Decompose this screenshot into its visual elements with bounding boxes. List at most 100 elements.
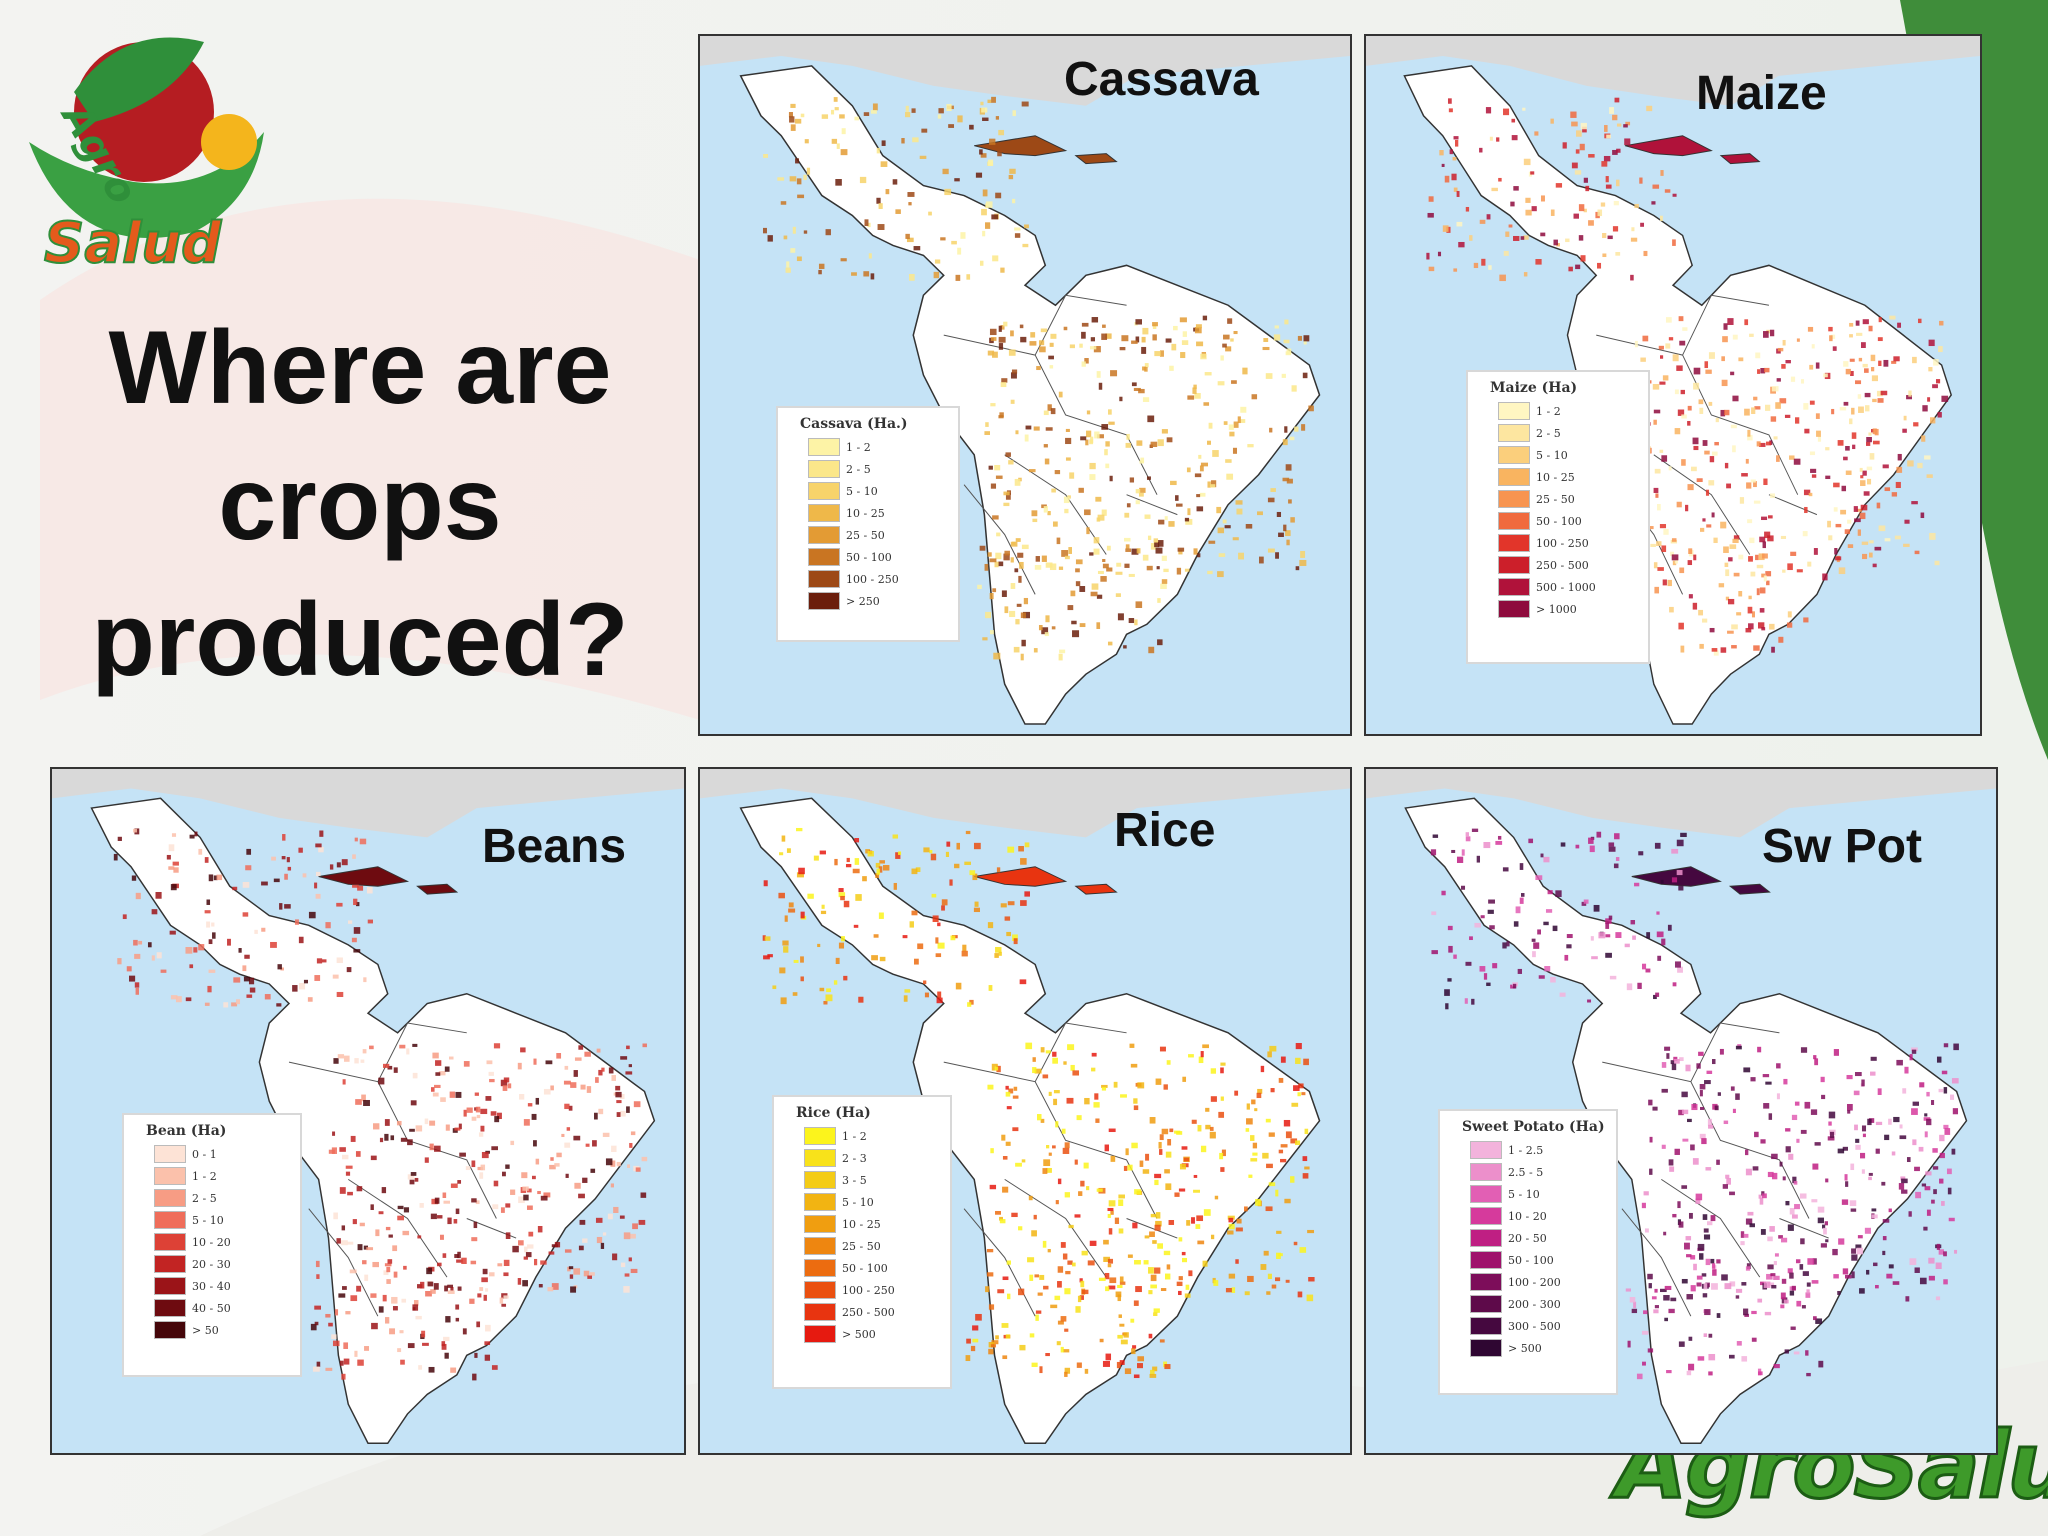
density-dot (147, 942, 152, 948)
density-dot (946, 841, 951, 847)
density-dot (341, 859, 348, 866)
density-dot (1785, 360, 1791, 364)
density-dot (315, 843, 322, 848)
density-dot (1748, 595, 1752, 600)
density-dot (287, 866, 292, 871)
density-dot (1024, 891, 1030, 897)
density-dot (616, 1100, 622, 1104)
density-dot (1169, 1128, 1174, 1133)
density-dot (1235, 500, 1243, 505)
density-dot (995, 192, 1002, 199)
density-dot (620, 1110, 626, 1117)
density-dot (1741, 1356, 1748, 1362)
density-dot (1007, 846, 1015, 853)
density-dot (1943, 1279, 1948, 1285)
density-dot (1657, 503, 1661, 511)
density-dot (1612, 114, 1618, 121)
density-dot (459, 1152, 466, 1157)
density-dot (213, 875, 218, 881)
density-dot (1004, 606, 1009, 614)
density-dot (1631, 227, 1635, 232)
density-dot (1040, 1118, 1045, 1123)
density-dot (321, 959, 327, 963)
legend-item: 40 - 50 (154, 1297, 300, 1319)
density-dot (503, 1272, 509, 1277)
density-dot (1051, 626, 1056, 630)
density-dot (1716, 1259, 1721, 1264)
legend-swatch (1470, 1141, 1502, 1159)
density-dot (1136, 548, 1141, 554)
density-dot (1873, 1262, 1878, 1267)
density-dot (1303, 341, 1307, 345)
density-dot (1824, 1221, 1828, 1226)
density-dot (1605, 918, 1612, 924)
density-dot (1225, 1287, 1232, 1293)
density-dot (1653, 1309, 1659, 1314)
density-dot (1606, 134, 1611, 139)
density-dot (1727, 630, 1734, 634)
country-borders (1596, 294, 1818, 595)
density-dot (1749, 333, 1754, 337)
density-dot (876, 868, 880, 875)
density-dot (1664, 1046, 1671, 1051)
density-dot (1297, 1092, 1301, 1097)
density-dot (1718, 583, 1725, 588)
density-dot (417, 1284, 423, 1289)
density-dot (1744, 408, 1750, 416)
density-dot (831, 138, 838, 144)
density-dot (349, 1269, 357, 1274)
density-dot (1072, 630, 1080, 638)
density-dot (1195, 324, 1202, 329)
density-dot (1299, 559, 1307, 566)
density-dot (1175, 503, 1183, 507)
density-dot (1499, 274, 1506, 282)
density-dot (1227, 318, 1233, 324)
density-dot (1163, 568, 1169, 573)
density-dot (1932, 384, 1938, 389)
density-dot (1667, 924, 1672, 931)
density-dot (998, 325, 1002, 332)
density-dot (436, 1262, 442, 1267)
density-dot (372, 1261, 379, 1268)
density-dot (1923, 1226, 1928, 1231)
density-dot (206, 921, 211, 928)
density-dot (298, 847, 303, 853)
density-dot (198, 944, 205, 951)
density-dot (1012, 110, 1016, 117)
density-dot (1055, 1121, 1059, 1128)
density-dot (1040, 328, 1048, 333)
density-dot (1024, 842, 1030, 848)
density-dot (1297, 1291, 1303, 1298)
density-dot (1118, 1314, 1122, 1318)
density-dot (1943, 1087, 1948, 1094)
density-dot (1084, 358, 1089, 364)
density-dot (1863, 491, 1870, 496)
density-dot (1757, 369, 1761, 374)
density-dot (1810, 1109, 1818, 1115)
density-dot (1711, 451, 1718, 456)
density-dot (409, 1128, 415, 1132)
density-dot (1912, 1101, 1919, 1106)
legend-label: 5 - 10 (846, 484, 878, 498)
density-dot (997, 1289, 1005, 1294)
density-dot (1246, 1118, 1253, 1125)
density-dot (1260, 1065, 1265, 1073)
density-dot (1723, 323, 1728, 330)
density-dot (1063, 1349, 1070, 1353)
density-dot (1246, 1103, 1250, 1110)
density-dot (1267, 497, 1275, 503)
density-dot (1042, 1074, 1049, 1079)
density-dot (1746, 482, 1752, 489)
density-dot (1029, 1333, 1035, 1338)
density-dot (1889, 315, 1896, 320)
density-dot (1788, 1153, 1794, 1160)
density-dot (357, 1244, 363, 1251)
density-dot (1616, 148, 1621, 153)
density-dot (1262, 346, 1270, 351)
legend-swatch (1470, 1273, 1502, 1291)
density-dot (1641, 1202, 1646, 1209)
density-dot (1648, 1099, 1653, 1106)
legend-label: 1 - 2 (846, 440, 871, 454)
density-dot (1080, 1180, 1085, 1187)
